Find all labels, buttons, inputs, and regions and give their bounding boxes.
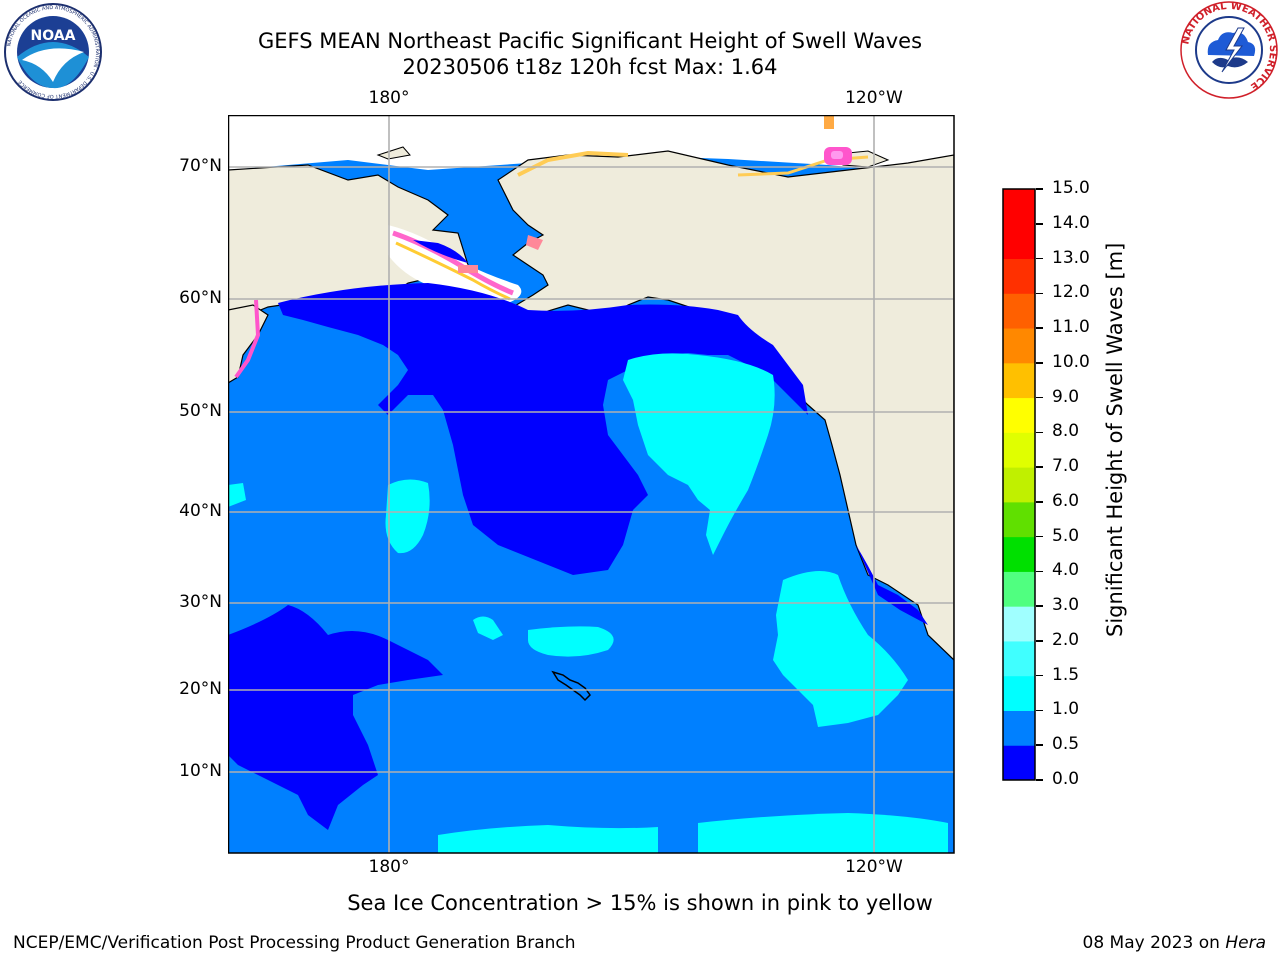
colorbar-swatch xyxy=(1003,606,1035,642)
noaa-logo-text: NOAA xyxy=(31,28,76,44)
colorbar-tick-label: 7.0 xyxy=(1052,456,1080,477)
colorbar-tick-mark xyxy=(1036,605,1043,607)
swell-height-map xyxy=(228,115,955,854)
footer-date-text: 08 May 2023 on xyxy=(1082,933,1226,953)
sea-ice-note: Sea Ice Concentration > 15% is shown in … xyxy=(347,891,933,915)
colorbar-tick-mark xyxy=(1036,431,1043,434)
colorbar-swatch xyxy=(1003,536,1035,572)
colorbar-tick-mark xyxy=(1036,501,1043,503)
lon-label-bottom-180: 180° xyxy=(368,857,410,877)
colorbar-tick-mark xyxy=(1036,779,1043,781)
colorbar-tick-label: 11.0 xyxy=(1052,317,1090,338)
lat-label-40n: 40°N xyxy=(179,501,222,521)
colorbar-tick-label: 12.0 xyxy=(1052,282,1090,303)
colorbar-tick-mark xyxy=(1036,466,1043,468)
nws-logo: NATIONAL WEATHER SERVICE xyxy=(1180,1,1278,99)
high-swell-south-east xyxy=(698,813,948,853)
colorbar-tick-label: 5.0 xyxy=(1052,525,1080,546)
high-swell-south-west xyxy=(438,825,658,853)
colorbar-tick-mark xyxy=(1036,362,1043,364)
colorbar-swatch xyxy=(1003,189,1035,225)
colorbar-tick-mark xyxy=(1036,709,1043,712)
colorbar-tick-label: 0.5 xyxy=(1052,734,1080,755)
colorbar-tick-mark xyxy=(1036,257,1043,260)
colorbar-tick-label: 13.0 xyxy=(1052,247,1090,268)
colorbar-tick-mark xyxy=(1036,396,1043,399)
map-subtitle: 20230506 t18z 120h fcst Max: 1.64 xyxy=(402,55,778,79)
colorbar-swatch xyxy=(1003,328,1035,364)
lat-label-60n: 60°N xyxy=(179,288,222,308)
hawaii-islands xyxy=(551,670,591,702)
colorbar-tick-label: 0.0 xyxy=(1052,769,1080,789)
colorbar-tick-label: 6.0 xyxy=(1052,490,1080,511)
map-title: GEFS MEAN Northeast Pacific Significant … xyxy=(257,29,923,53)
high-swell-northeast xyxy=(623,353,775,555)
lon-label-top-180: 180° xyxy=(368,88,410,108)
map-frame xyxy=(228,115,955,854)
lon-label-top-120w: 120°W xyxy=(845,88,903,108)
colorbar-tick-mark xyxy=(1036,744,1043,746)
colorbar-tick-label: 8.0 xyxy=(1052,421,1080,442)
high-swell-subtropical-central xyxy=(528,626,614,657)
colorbar-tick-label: 3.0 xyxy=(1052,595,1080,616)
colorbar-tick-mark xyxy=(1036,570,1043,573)
colorbar-swatch xyxy=(1003,675,1035,711)
low-swell-north-pacific xyxy=(278,283,808,575)
colorbar-tick-label: 14.0 xyxy=(1052,212,1090,233)
colorbar-swatch xyxy=(1003,432,1035,468)
colorbar-tick-label: 1.5 xyxy=(1052,664,1080,685)
colorbar-swatch xyxy=(1003,745,1035,781)
footer-date: 08 May 2023 on Hera xyxy=(1083,933,1267,953)
lat-label-30n: 30°N xyxy=(179,592,222,612)
lat-label-50n: 50°N xyxy=(179,401,222,421)
colorbar-swatch xyxy=(1003,640,1035,677)
high-swell-west-central xyxy=(385,479,430,554)
footer-credit: NCEP/EMC/Verification Post Processing Pr… xyxy=(13,933,576,953)
footer-host: Hera xyxy=(1225,933,1266,953)
colorbar-swatch xyxy=(1003,293,1035,329)
colorbar-tick-mark xyxy=(1036,223,1043,225)
colorbar-tick-mark xyxy=(1036,674,1043,677)
colorbar-swatch xyxy=(1003,710,1035,746)
lat-label-20n: 20°N xyxy=(179,679,222,699)
colorbar-swatch xyxy=(1003,467,1035,503)
lat-label-10n: 10°N xyxy=(179,761,222,781)
colorbar-swatch xyxy=(1003,571,1035,607)
colorbar-tick-label: 9.0 xyxy=(1052,386,1080,407)
colorbar-swatch xyxy=(1003,397,1035,433)
colorbar-swatch xyxy=(1003,258,1035,294)
colorbar-tick-mark xyxy=(1036,640,1043,642)
noaa-logo: NOAA NATIONAL OCEANIC AND ATMOSPHERIC AD… xyxy=(4,3,102,101)
colorbar-tick-mark xyxy=(1036,327,1043,329)
colorbar-swatch xyxy=(1003,501,1035,538)
wrangel-island xyxy=(376,146,411,160)
colorbar-swatch xyxy=(1003,362,1035,399)
landmass-north-america xyxy=(497,150,954,661)
colorbar-tick-mark xyxy=(1036,292,1043,295)
colorbar-tick-label: 10.0 xyxy=(1052,351,1090,372)
colorbar-tick-label: 1.0 xyxy=(1052,699,1080,720)
lat-label-70n: 70°N xyxy=(179,156,222,176)
colorbar-tick-label: 15.0 xyxy=(1052,178,1090,198)
colorbar-tick-mark xyxy=(1036,535,1043,538)
colorbar-title: Significant Height of Swell Waves [m] xyxy=(1103,242,1127,637)
colorbar-swatch xyxy=(1003,223,1035,260)
colorbar-tick-mark xyxy=(1036,188,1043,190)
lon-label-bottom-120w: 120°W xyxy=(845,857,903,877)
map-gridlines xyxy=(228,115,954,853)
colorbar-tick-label: 4.0 xyxy=(1052,560,1080,581)
colorbar xyxy=(1002,188,1036,781)
colorbar-tick-label: 2.0 xyxy=(1052,629,1080,650)
